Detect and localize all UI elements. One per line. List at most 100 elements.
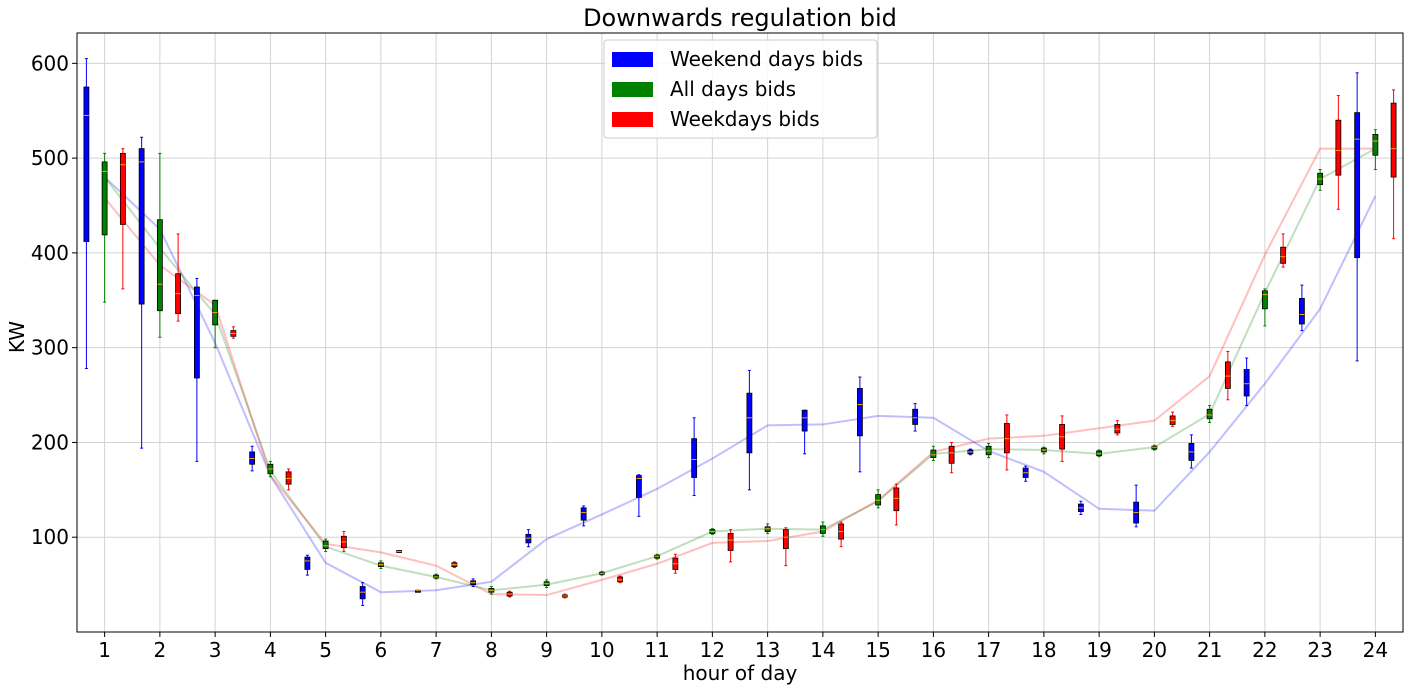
legend-swatch xyxy=(612,112,653,127)
box-plot xyxy=(709,528,716,535)
box xyxy=(893,487,900,512)
box xyxy=(138,148,145,305)
box xyxy=(193,286,200,379)
box-plot xyxy=(1022,465,1029,482)
box xyxy=(1261,290,1268,310)
legend-swatch xyxy=(612,52,653,67)
box-plot xyxy=(672,553,679,574)
legend-label: All days bids xyxy=(670,77,796,101)
chart-title: Downwards regulation bid xyxy=(583,4,897,32)
x-tick-label: 7 xyxy=(430,638,443,662)
x-tick-label: 15 xyxy=(865,638,890,662)
box-plot xyxy=(193,277,200,462)
y-tick-label: 500 xyxy=(31,146,69,170)
box-plot xyxy=(83,58,90,370)
y-tick-label: 200 xyxy=(31,430,69,454)
y-tick-label: 100 xyxy=(31,525,69,549)
x-tick-label: 11 xyxy=(644,638,669,662)
box xyxy=(304,556,311,570)
x-tick-label: 10 xyxy=(589,638,614,662)
x-tick-label: 24 xyxy=(1363,638,1388,662)
box-plot xyxy=(1169,411,1176,427)
box-plot xyxy=(1040,446,1047,455)
box-plot xyxy=(1243,357,1250,406)
box-plot xyxy=(1188,434,1195,469)
series-lines xyxy=(103,147,1377,597)
x-tick-label: 20 xyxy=(1142,638,1167,662)
box xyxy=(912,408,919,425)
box-plot xyxy=(359,582,366,606)
box-plot xyxy=(230,326,237,339)
legend: Weekend days bids All days bids Weekdays b… xyxy=(603,39,878,139)
box-plot xyxy=(930,445,937,461)
series-line xyxy=(103,147,1376,592)
box-plot xyxy=(470,578,477,588)
box xyxy=(635,475,642,498)
box-plot xyxy=(1096,449,1103,458)
box-plot xyxy=(1317,168,1324,191)
y-axis-ticks: 100 200 300 400 500 600 xyxy=(31,51,77,549)
box xyxy=(948,445,955,464)
box xyxy=(1372,134,1379,156)
box-plot xyxy=(1206,404,1213,424)
x-tick-label: 17 xyxy=(976,638,1001,662)
box xyxy=(930,449,937,459)
box-plot xyxy=(1224,350,1231,401)
x-tick-label: 5 xyxy=(319,638,332,662)
x-tick-label: 18 xyxy=(1031,638,1056,662)
x-tick-label: 12 xyxy=(700,638,725,662)
x-axis-label: hour of day xyxy=(683,661,798,685)
box xyxy=(83,86,90,242)
box-plot xyxy=(635,474,642,517)
box xyxy=(782,529,789,549)
box-plot xyxy=(322,538,329,552)
box-plot xyxy=(764,523,771,534)
box-groups xyxy=(83,58,1397,606)
x-tick-label: 9 xyxy=(540,638,553,662)
box-plot xyxy=(746,369,753,491)
box-plot xyxy=(340,531,347,552)
legend-swatch xyxy=(612,82,653,97)
box xyxy=(727,533,734,551)
box-plot xyxy=(396,549,403,553)
x-tick-label: 14 xyxy=(810,638,835,662)
plot-frame xyxy=(76,32,1404,633)
box-plot xyxy=(285,468,292,491)
x-tick-label: 19 xyxy=(1086,638,1111,662)
box xyxy=(801,409,808,432)
box-plot xyxy=(1059,415,1066,462)
box-plot xyxy=(1298,284,1305,332)
box-plot xyxy=(580,505,587,527)
box-plot xyxy=(451,561,458,569)
legend-label: Weekdays bids xyxy=(670,107,820,131)
y-axis-label: KW xyxy=(5,321,29,353)
y-tick-label: 400 xyxy=(31,241,69,265)
x-tick-label: 13 xyxy=(755,638,780,662)
box-plot xyxy=(138,136,145,449)
box xyxy=(101,161,108,236)
box-plot xyxy=(304,554,311,576)
box-plot xyxy=(506,590,513,598)
box-plot xyxy=(819,521,826,537)
box-plot xyxy=(912,403,919,432)
box-plot xyxy=(1390,89,1397,240)
x-tick-label: 1 xyxy=(98,638,111,662)
x-tick-label: 3 xyxy=(209,638,222,662)
x-tick-label: 21 xyxy=(1197,638,1222,662)
y-tick-label: 300 xyxy=(31,336,69,360)
box xyxy=(856,388,863,437)
box xyxy=(1390,102,1397,178)
y-tick-label: 600 xyxy=(31,51,69,75)
box-plot xyxy=(1354,72,1361,362)
series-line xyxy=(103,147,1376,597)
box-plot xyxy=(488,586,495,595)
box-plot xyxy=(1114,420,1121,436)
box-plot xyxy=(893,483,900,526)
box-plot xyxy=(801,409,808,455)
x-tick-label: 6 xyxy=(375,638,388,662)
box xyxy=(156,219,163,312)
box-plot xyxy=(1335,95,1342,210)
box-plot xyxy=(543,579,550,588)
box-plot xyxy=(654,553,661,560)
box-plot xyxy=(691,417,698,497)
